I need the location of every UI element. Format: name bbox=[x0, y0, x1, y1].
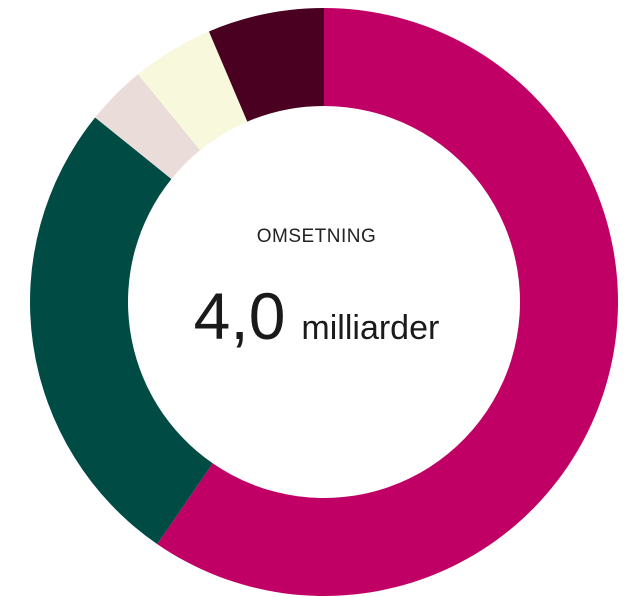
donut-slice-4 bbox=[138, 31, 248, 151]
center-kicker: OMSETNING bbox=[256, 226, 377, 247]
center-unit: milliarder bbox=[301, 309, 440, 347]
center-value: 4,0 bbox=[193, 279, 286, 353]
donut-slice-1 bbox=[157, 8, 618, 596]
donut-slice-5 bbox=[208, 7, 324, 122]
donut-slice-2 bbox=[29, 117, 213, 545]
donut-slice-3 bbox=[95, 74, 201, 179]
center-value-row: 4,0 milliarder bbox=[0, 283, 633, 349]
